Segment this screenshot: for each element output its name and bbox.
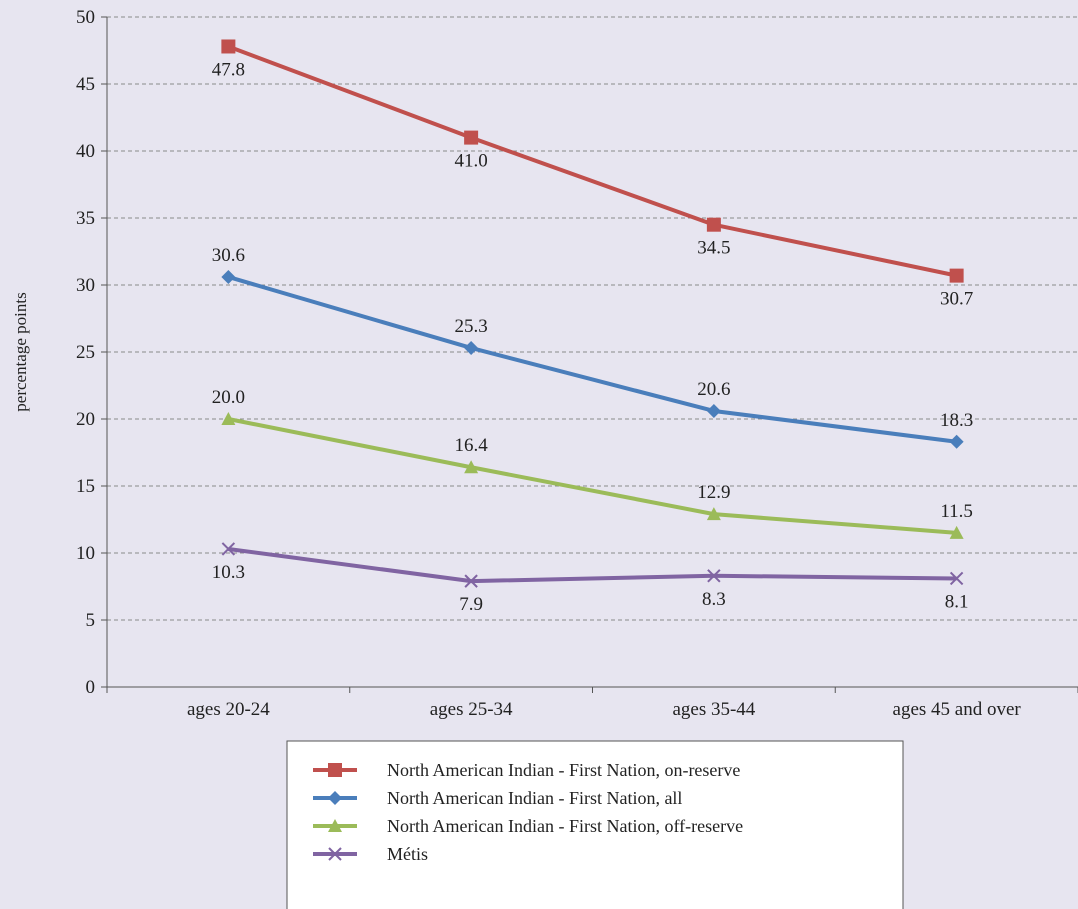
data-label: 47.8 — [212, 59, 245, 80]
legend-box — [286, 740, 904, 909]
marker-triangle — [949, 525, 964, 539]
data-label: 16.4 — [455, 435, 489, 456]
legend: North American Indian - First Nation, on… — [286, 740, 904, 909]
series-4: 10.3 7.9 8.3 8.1 — [212, 542, 969, 615]
y-tick-label: 35 — [76, 208, 95, 229]
series-3: 20.0 16.4 12.9 11.5 — [212, 387, 973, 539]
data-label: 7.9 — [459, 594, 483, 615]
series-layer: 47.8 41.0 34.5 30.7 30.6 25.3 20.6 18.3 20.0 16.4… — [212, 39, 973, 615]
x-tick-label: ages 35-44 — [672, 699, 755, 720]
marker-square — [949, 268, 964, 283]
legend-label: North American Indian - First Nation, of… — [387, 816, 743, 836]
data-label: 8.1 — [945, 591, 969, 612]
legend-label: North American Indian - First Nation, al… — [387, 788, 682, 808]
y-tick-label: 15 — [76, 476, 95, 497]
marker-triangle — [221, 412, 236, 425]
x-tick-label: ages 25-34 — [430, 699, 513, 720]
y-tick-label: 25 — [76, 342, 95, 363]
marker-diamond — [221, 269, 236, 284]
y-tick-label: 20 — [76, 409, 95, 430]
data-label: 25.3 — [455, 316, 488, 337]
y-tick-label: 10 — [76, 543, 95, 564]
legend-item-3: North American Indian - First Nation, of… — [313, 816, 743, 836]
series-1: 47.8 41.0 34.5 30.7 — [212, 39, 973, 310]
series-line — [227, 44, 958, 278]
marker-diamond — [949, 434, 964, 449]
y-tick-label: 40 — [76, 141, 95, 162]
series-line — [228, 546, 957, 584]
y-axis-label: percentage points — [11, 292, 30, 411]
x-tick-label: ages 45 and over — [893, 699, 1022, 720]
marker-x — [328, 847, 342, 861]
legend-item-2: North American Indian - First Nation, al… — [313, 788, 682, 808]
y-tick-label: 50 — [76, 7, 95, 28]
data-label: 34.5 — [697, 238, 730, 259]
x-tick-label: ages 20-24 — [187, 699, 270, 720]
marker-x — [221, 542, 236, 556]
data-label: 30.7 — [940, 289, 973, 310]
data-label: 41.0 — [455, 151, 488, 172]
marker-square — [328, 763, 342, 777]
marker-square — [706, 217, 721, 232]
marker-triangle — [706, 507, 721, 521]
marker-x — [949, 571, 964, 586]
marker-triangle — [328, 819, 342, 832]
legend-item-4: Métis — [313, 844, 428, 864]
data-label: 18.3 — [940, 410, 973, 431]
data-label: 30.6 — [212, 245, 245, 266]
marker-square — [221, 39, 236, 54]
series-2: 30.6 25.3 20.6 18.3 — [212, 245, 973, 449]
data-label: 20.0 — [212, 387, 245, 408]
data-label: 10.3 — [212, 562, 245, 583]
marker-x — [464, 574, 478, 588]
y-tick-label: 0 — [86, 677, 96, 698]
marker-diamond — [706, 403, 721, 418]
grid-lines — [107, 16, 1078, 621]
marker-triangle — [464, 460, 479, 474]
marker-diamond — [464, 340, 479, 355]
marker-x — [707, 569, 721, 583]
legend-item-1: North American Indian - First Nation, on… — [313, 760, 740, 780]
series-line — [227, 275, 957, 444]
marker-diamond — [328, 791, 342, 805]
data-label: 11.5 — [940, 501, 973, 522]
series-line — [227, 417, 957, 535]
data-label: 12.9 — [697, 482, 730, 503]
legend-label: North American Indian - First Nation, on… — [387, 760, 740, 780]
y-tick-label: 30 — [76, 275, 95, 296]
y-tick-label: 5 — [86, 610, 96, 631]
legend-label: Métis — [387, 844, 428, 864]
y-tick-label: 45 — [76, 74, 95, 95]
marker-square — [464, 130, 479, 145]
data-label: 20.6 — [697, 379, 730, 400]
data-label: 8.3 — [702, 589, 726, 610]
axes: 0 5 10 15 20 25 30 35 40 45 50 ages 20-24 ages 25-34… — [76, 7, 1078, 720]
